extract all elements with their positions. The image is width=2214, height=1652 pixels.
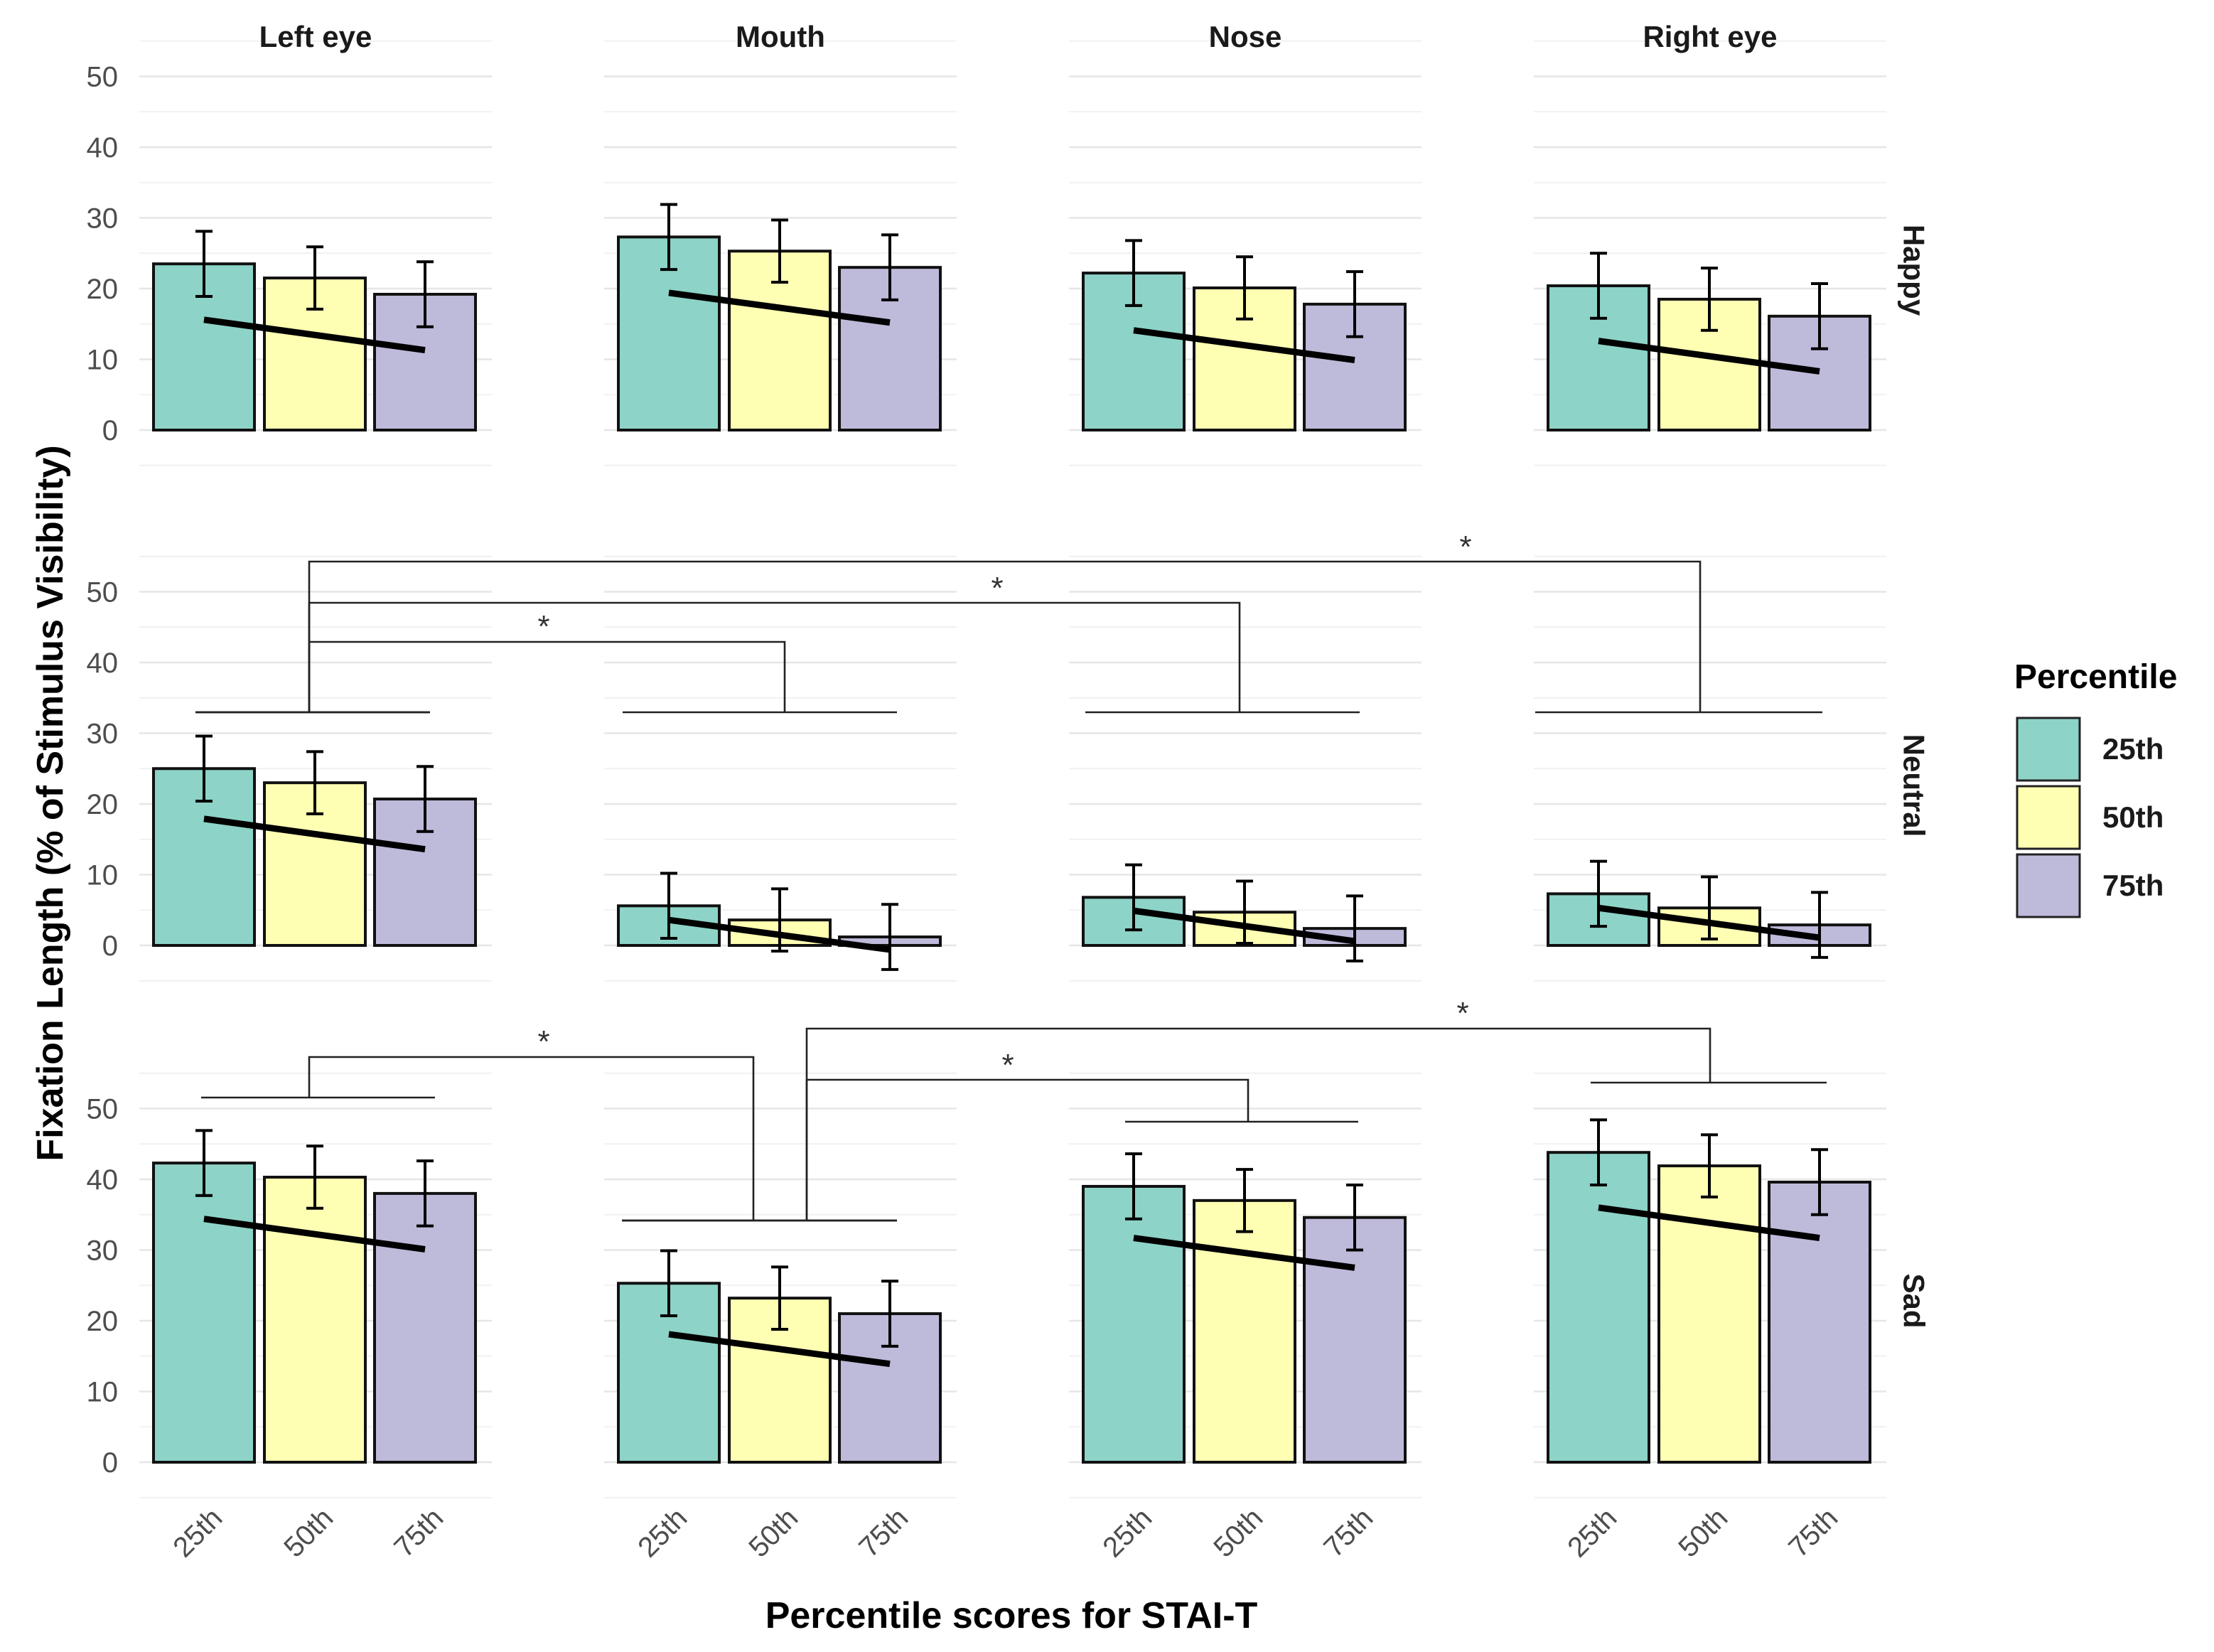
trend-line — [668, 1331, 891, 1368]
panel-sad-nose — [1082, 1152, 1407, 1464]
trend-line — [1133, 327, 1355, 363]
y-tick-label: 10 — [87, 345, 119, 376]
y-tick-label: 50 — [87, 62, 119, 93]
facet-column-label: Right eye — [1643, 20, 1777, 53]
significance-brackets: * * * * * * — [195, 530, 1827, 1222]
x-tick-label: 50th — [1672, 1502, 1734, 1563]
x-tick-label: 50th — [278, 1502, 339, 1563]
significance-star: * — [1456, 996, 1468, 1031]
x-tick-label: 25th — [167, 1502, 228, 1563]
trend-line — [1598, 904, 1820, 941]
x-tick-label: 75th — [388, 1502, 449, 1563]
bar — [1082, 272, 1186, 431]
bar — [373, 1191, 477, 1464]
significance-star: * — [1001, 1048, 1014, 1083]
trend-line — [1598, 338, 1820, 375]
panel-happy-left-eye — [152, 230, 477, 432]
panel-happy-right-eye — [1547, 252, 1871, 431]
y-tick-label: 30 — [87, 203, 119, 235]
bar — [1547, 1151, 1650, 1464]
facet-row-label: Happy — [1898, 225, 1931, 316]
bar — [838, 266, 942, 431]
y-tick-label: 20 — [87, 789, 119, 820]
y-tick-label: 10 — [87, 1377, 119, 1408]
y-tick-label: 20 — [87, 274, 119, 305]
significance-star: * — [991, 571, 1003, 606]
x-axis-title: Percentile scores for STAI-T — [765, 1595, 1258, 1636]
facet-row-label: Neutral — [1898, 734, 1931, 837]
legend-label: 50th — [2102, 800, 2164, 834]
legend-label: 25th — [2102, 732, 2164, 766]
y-axis-title: Fixation Length (% of Stimulus Visibilit… — [30, 445, 71, 1161]
x-tick-label: 75th — [1783, 1502, 1844, 1563]
trend-line — [1133, 1235, 1355, 1271]
significance-star: * — [1459, 530, 1471, 564]
panel-neutral-nose — [1082, 863, 1407, 962]
facet-row-label: Sad — [1898, 1273, 1931, 1328]
y-tick-label: 30 — [87, 719, 119, 750]
trend-line — [1133, 907, 1355, 945]
bar — [1303, 302, 1407, 432]
bar — [1303, 1216, 1407, 1464]
legend-title: Percentile — [2014, 658, 2177, 696]
panel-sad-right-eye — [1547, 1118, 1871, 1464]
significance-bracket — [805, 1078, 1250, 1221]
trend-line — [203, 1216, 426, 1253]
x-tick-label: 25th — [1097, 1502, 1158, 1563]
facet-column-label: Mouth — [736, 20, 825, 53]
y-tick-label: 30 — [87, 1235, 119, 1267]
y-tick-label: 40 — [87, 132, 119, 163]
bar — [263, 1176, 367, 1464]
significance-star: * — [537, 1024, 549, 1059]
significance-bracket — [308, 1056, 755, 1221]
trend-line — [668, 289, 891, 326]
significance-bracket — [308, 640, 786, 712]
y-tick-label: 50 — [87, 1094, 119, 1125]
panel-sad-mouth — [617, 1249, 942, 1464]
facet-column-label: Nose — [1209, 20, 1282, 53]
legend-swatch — [2016, 785, 2081, 850]
bar — [152, 1162, 256, 1464]
x-tick-label: 50th — [1208, 1502, 1269, 1563]
x-tick-label: 75th — [853, 1502, 914, 1563]
y-tick-label: 0 — [102, 930, 118, 962]
legend-swatch — [2016, 853, 2081, 918]
y-tick-label: 50 — [87, 577, 119, 608]
bar — [1768, 1180, 1871, 1464]
panel-sad-left-eye — [152, 1129, 477, 1464]
panel-happy-mouth — [617, 203, 942, 432]
y-tick-label: 0 — [102, 415, 118, 446]
legend-label: 75th — [2102, 869, 2164, 902]
y-axis-ticks: 0 10 20 30 40 50 0 10 20 30 40 50 0 10 20 30 40 50 — [87, 62, 119, 1479]
significance-star: * — [537, 609, 549, 644]
trend-line — [203, 815, 426, 853]
bar — [1657, 1164, 1761, 1464]
legend: Percentile 25th 50th 75th — [2014, 658, 2177, 918]
y-tick-label: 40 — [87, 1164, 119, 1196]
x-tick-label: 25th — [1562, 1502, 1623, 1563]
bar — [1193, 1198, 1296, 1464]
panel-neutral-right-eye — [1547, 859, 1871, 959]
panel-neutral-left-eye — [152, 734, 477, 948]
y-tick-label: 10 — [87, 860, 119, 891]
x-tick-label: 50th — [743, 1502, 804, 1563]
trend-line — [668, 916, 891, 953]
facet-column-label: Left eye — [259, 20, 372, 53]
trend-line — [1598, 1204, 1820, 1242]
legend-swatch — [2016, 717, 2081, 782]
significance-bracket — [308, 601, 1241, 712]
y-tick-label: 20 — [87, 1306, 119, 1337]
x-axis-ticks: 25th 50th 75th 25th 50th 75th 25th 50th 75th 25th… — [167, 1502, 1844, 1563]
y-tick-label: 0 — [102, 1447, 118, 1479]
y-tick-label: 40 — [87, 648, 119, 679]
x-tick-label: 75th — [1318, 1502, 1379, 1563]
panel-happy-nose — [1082, 239, 1407, 432]
bar — [1082, 1184, 1186, 1464]
significance-bracket — [308, 560, 1702, 712]
trend-line — [203, 316, 426, 354]
panel-neutral-mouth — [617, 871, 942, 971]
x-tick-label: 25th — [632, 1502, 693, 1563]
